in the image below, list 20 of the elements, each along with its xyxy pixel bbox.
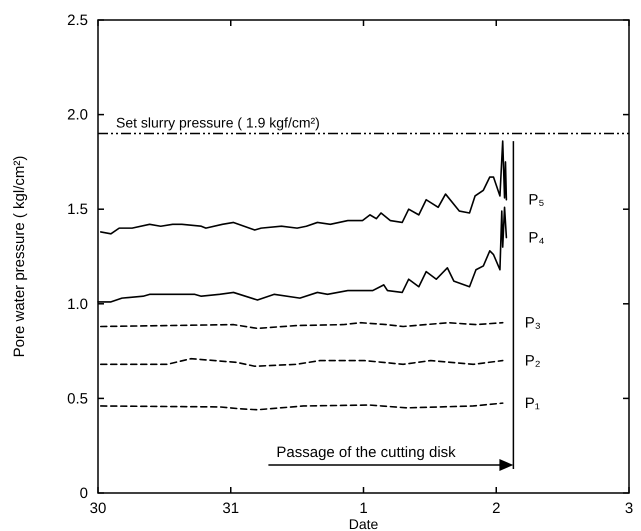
y-tick-label: 2.0 — [67, 106, 88, 124]
series-label: P₄ — [528, 230, 545, 247]
y-tick-label: 1.0 — [67, 296, 88, 313]
x-tick-label: 30 — [90, 500, 106, 517]
x-tick-label: 1 — [359, 500, 368, 517]
y-tick-label: 2.5 — [67, 12, 88, 29]
ref-line-label: Set slurry pressure ( 1.9 kgf/cm²) — [116, 114, 320, 131]
annotation: Passage of the cutting disk — [276, 444, 456, 461]
x-tick-label: 3 — [624, 500, 634, 517]
y-axis-title: Pore water pressure ( kgl/cm²) — [11, 156, 28, 358]
series-label: P₁ — [524, 395, 540, 412]
y-tick-label: 0 — [80, 485, 88, 502]
series-label: P₅ — [528, 192, 544, 209]
y-tick-label: 0.5 — [67, 390, 88, 408]
x-tick-label: 31 — [222, 500, 240, 517]
x-tick-label: 2 — [492, 500, 500, 517]
series-label: P₂ — [524, 352, 541, 370]
x-axis-title: Date — [348, 516, 378, 531]
y-tick-label: 1.5 — [67, 201, 88, 218]
series-label: P₃ — [524, 314, 541, 332]
